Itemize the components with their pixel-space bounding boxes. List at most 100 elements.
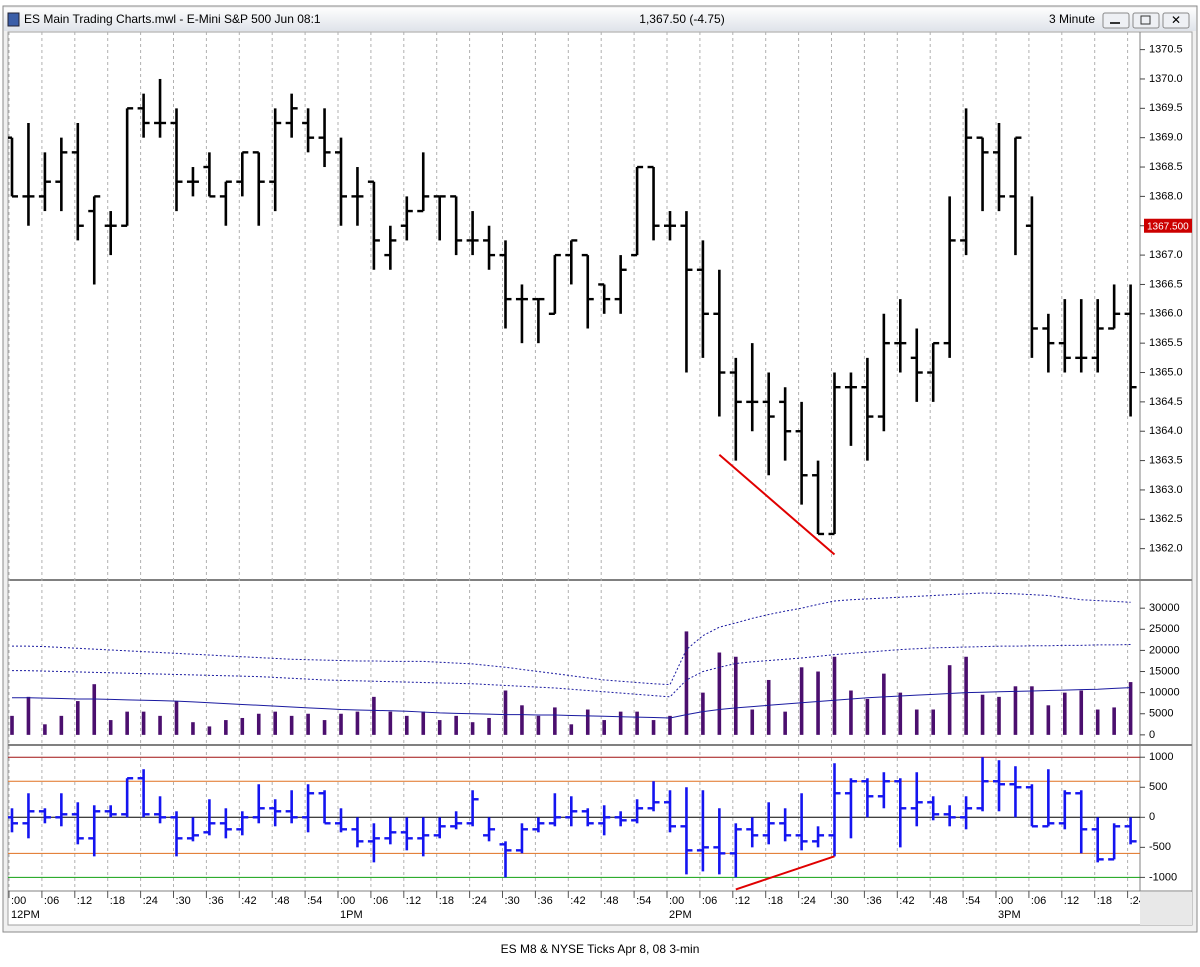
restore-glyph — [1140, 15, 1151, 25]
x-tick-label: :42 — [570, 895, 585, 907]
minimize-button[interactable] — [1102, 12, 1130, 29]
volume-bar — [931, 709, 935, 735]
y-tick-label: 1367.0 — [1149, 249, 1183, 261]
caption: ES M8 & NYSE Ticks Apr 8, 08 3-min — [501, 942, 700, 956]
y-tick-label: 1366.5 — [1149, 278, 1183, 290]
x-tick-label: :48 — [274, 895, 289, 907]
volume-bar — [602, 720, 606, 735]
volume-bar — [1030, 686, 1034, 735]
y-tick-label: 1000 — [1149, 751, 1173, 763]
y-tick-label: 30000 — [1149, 602, 1180, 614]
volume-bar — [454, 715, 458, 735]
close-button[interactable] — [1162, 12, 1190, 29]
y-tick-label: 1368.0 — [1149, 190, 1183, 202]
x-tick-label: :12 — [1064, 895, 1079, 907]
volume-bar — [207, 726, 212, 735]
volume-bar — [865, 698, 870, 735]
volume-bar — [174, 701, 179, 735]
volume-bar — [1128, 682, 1133, 735]
x-tick-label: :06 — [44, 895, 59, 907]
volume-bar — [10, 715, 14, 735]
y-tick-label: 1366.0 — [1149, 308, 1183, 320]
y-tick-label: 1365.0 — [1149, 366, 1183, 378]
volume-bar — [273, 711, 277, 735]
y-tick-label: 1364.0 — [1149, 425, 1183, 437]
y-tick-label: 15000 — [1149, 665, 1180, 677]
volume-bar — [322, 720, 327, 735]
y-tick-label: -500 — [1149, 841, 1171, 853]
volume-bar — [125, 711, 129, 735]
volume-bar — [372, 696, 376, 735]
y-tick-label: 1370.0 — [1149, 73, 1183, 85]
volume-bar — [76, 701, 80, 735]
x-tick-label: :42 — [241, 895, 256, 907]
x-tick-label: :12 — [406, 895, 421, 907]
x-tick-label: :06 — [702, 895, 717, 907]
x-tick-label: :54 — [965, 895, 980, 907]
y-tick-label: 500 — [1149, 781, 1167, 793]
volume-bar — [108, 720, 113, 735]
hour-label: 2PM — [669, 909, 692, 921]
volume-bar — [898, 692, 903, 735]
hour-label: 1PM — [340, 909, 363, 921]
volume-bar — [158, 715, 162, 735]
volume-bar — [684, 631, 689, 735]
y-tick-label: 0 — [1149, 811, 1155, 823]
volume-bar — [355, 711, 360, 735]
volume-bar — [405, 715, 409, 735]
y-tick-label: 1370.5 — [1149, 44, 1183, 56]
x-tick-label: :48 — [603, 895, 618, 907]
y-tick-label: 0 — [1149, 729, 1155, 741]
last-price-marker — [1144, 218, 1192, 233]
x-tick-label: :00 — [669, 895, 684, 907]
y-tick-label: 20000 — [1149, 644, 1180, 656]
window-title: ES Main Trading Charts.mwl - E-Mini S&P … — [24, 12, 321, 26]
volume-bar — [141, 711, 146, 735]
y-tick-label: 1362.5 — [1149, 513, 1183, 525]
restore-button[interactable] — [1132, 12, 1160, 29]
trend-line — [735, 855, 835, 891]
x-tick-label: :00 — [998, 895, 1013, 907]
volume-bar — [882, 673, 886, 735]
plot: :00 :06 :12 :18 :24 :30 :36 :42 :48 :54 :00 :06 :12:… — [8, 32, 1145, 921]
x-tick-label: :18 — [110, 895, 125, 907]
volume-bar — [339, 713, 343, 735]
band-line — [12, 687, 1131, 719]
volume-bar — [26, 696, 31, 735]
minimize-glyph — [1110, 22, 1120, 24]
volume-bar — [92, 684, 97, 735]
x-tick-label: :00 — [11, 895, 26, 907]
volume-bar — [240, 717, 245, 735]
volume-bar — [520, 705, 524, 735]
x-tick-label: :30 — [176, 895, 191, 907]
volume-bar — [701, 692, 705, 735]
volume-bar — [569, 724, 574, 735]
volume-bar — [43, 724, 47, 735]
y-tick-label: 5000 — [1149, 708, 1173, 720]
last-price-label: 1367.500 — [1147, 221, 1189, 232]
volume-bar — [799, 667, 804, 735]
volume-bar — [964, 656, 968, 735]
x-tick-label: :18 — [1097, 895, 1112, 907]
x-tick-label: :24 — [1130, 895, 1145, 907]
x-tick-label: :54 — [307, 895, 322, 907]
volume-bar — [717, 652, 722, 735]
y-tick-label: 1369.5 — [1149, 102, 1183, 114]
axis-corner — [1140, 892, 1192, 925]
volume-bar — [1063, 692, 1067, 735]
x-tick-label: :36 — [208, 895, 223, 907]
y-tick-label: 1363.5 — [1149, 454, 1183, 466]
volume-bar — [1046, 705, 1051, 735]
volume-bar — [59, 715, 64, 735]
hour-label: 3PM — [998, 909, 1021, 921]
volume-bar — [536, 715, 541, 735]
volume-bar — [487, 717, 491, 735]
x-tick-label: :48 — [932, 895, 947, 907]
x-tick-label: :36 — [537, 895, 552, 907]
volume-bar — [783, 711, 787, 735]
x-tick-label: :18 — [439, 895, 454, 907]
volume-bar — [256, 713, 261, 735]
interval: 3 Minute — [1049, 12, 1095, 26]
volume-bar — [1095, 709, 1100, 735]
